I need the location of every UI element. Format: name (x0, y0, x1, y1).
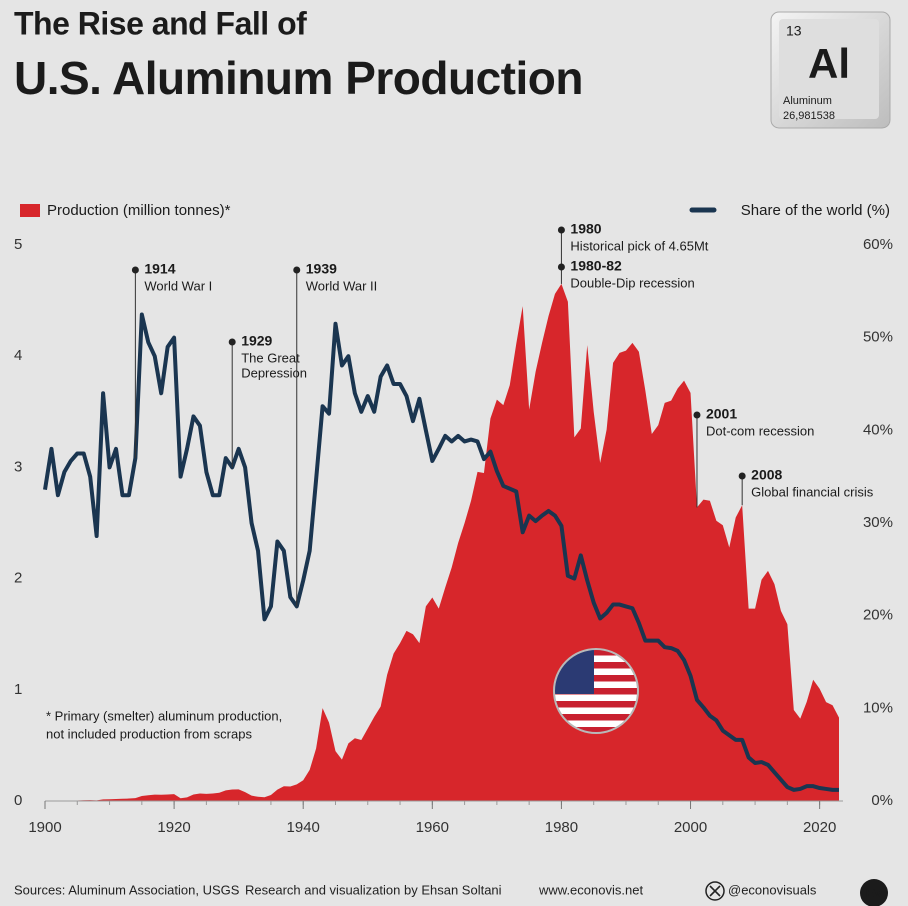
line (43, 312, 839, 792)
annotation-year: 1929 (241, 333, 272, 349)
x-tick-label: 2000 (674, 819, 707, 836)
annotation-year: 1980 (570, 221, 601, 237)
flag-stripes (554, 649, 638, 733)
y-tick-label: 3 (14, 458, 22, 475)
y-tick-label: 5 (14, 236, 22, 253)
tile-face (779, 19, 879, 119)
annotation-year: 2001 (706, 406, 737, 422)
annotation-dot (693, 411, 701, 419)
sources: Sources: Aluminum Association, USGS (14, 882, 240, 897)
annotation-dot (557, 226, 565, 234)
annotation-text: The Great (241, 350, 300, 365)
flag (554, 649, 638, 733)
credit: Research and visualization by Ehsan Solt… (245, 882, 502, 897)
annotation-text: World War II (306, 278, 378, 293)
y2-tick-label: 0% (871, 792, 893, 809)
annotation-dot (293, 266, 301, 274)
tile-symbol: Al (808, 40, 850, 87)
tile-number: 13 (786, 23, 802, 39)
y2-tick-label: 60% (863, 236, 893, 253)
element-tile: 13 Al Aluminum 26,981538 (770, 11, 891, 129)
legend-label: Production (million tonnes)* (47, 202, 231, 219)
y2-tick-label: 30% (863, 514, 893, 531)
annotation-text: World War I (144, 278, 212, 293)
legend-label: Share of the world (%) (741, 202, 890, 219)
logo-badge (860, 879, 888, 906)
annotation-dot (131, 266, 139, 274)
annotation-dot (557, 263, 565, 271)
tile-name: Aluminum (783, 95, 832, 107)
y2-tick-label: 40% (863, 421, 893, 438)
y-tick-label: 1 (14, 681, 22, 698)
annotation-dot (228, 338, 236, 346)
footnote: not included production from scraps (46, 726, 252, 741)
flag-ring (553, 648, 639, 734)
title-line: The Rise and Fall of (14, 5, 307, 41)
tile-mass: 26,981538 (783, 110, 835, 122)
x-tick-label: 1900 (28, 819, 61, 836)
handle: @econovisuals (728, 882, 817, 897)
y-tick-label: 4 (14, 347, 22, 364)
x-tick-label: 1940 (287, 819, 320, 836)
footnote: * Primary (smelter) aluminum production, (46, 708, 282, 723)
y2-tick-label: 20% (863, 607, 893, 624)
x-tick-label: 1980 (545, 819, 578, 836)
logo: EV (865, 885, 883, 900)
annotation-text: Dot-com recession (706, 423, 814, 438)
x-icon (705, 881, 725, 901)
annotation-year: 1980-82 (570, 258, 622, 274)
x-icon-glyph (709, 885, 721, 897)
area (45, 283, 839, 801)
annotation-year: 2008 (751, 467, 782, 483)
annotation-dot (738, 472, 746, 480)
website: www.econovis.net (538, 882, 643, 897)
y2-tick-label: 50% (863, 329, 893, 346)
y-tick-label: 0 (14, 792, 22, 809)
legend-swatch (20, 204, 40, 217)
annotation-text: Global financial crisis (751, 484, 874, 499)
x-tick-label: 1960 (416, 819, 449, 836)
y2-tick-label: 10% (863, 699, 893, 716)
y-tick-label: 2 (14, 570, 22, 587)
x-tick-label: 2020 (803, 819, 836, 836)
annotation-text: Depression (241, 365, 307, 380)
annotation-year: 1914 (144, 261, 175, 277)
annotation-text: Historical pick of 4.65Mt (570, 238, 708, 253)
annotation-text: Double-Dip recession (570, 275, 694, 290)
title-line: U.S. Aluminum Production (14, 52, 583, 104)
annotation-year: 1939 (306, 261, 337, 277)
x-tick-label: 1920 (157, 819, 190, 836)
